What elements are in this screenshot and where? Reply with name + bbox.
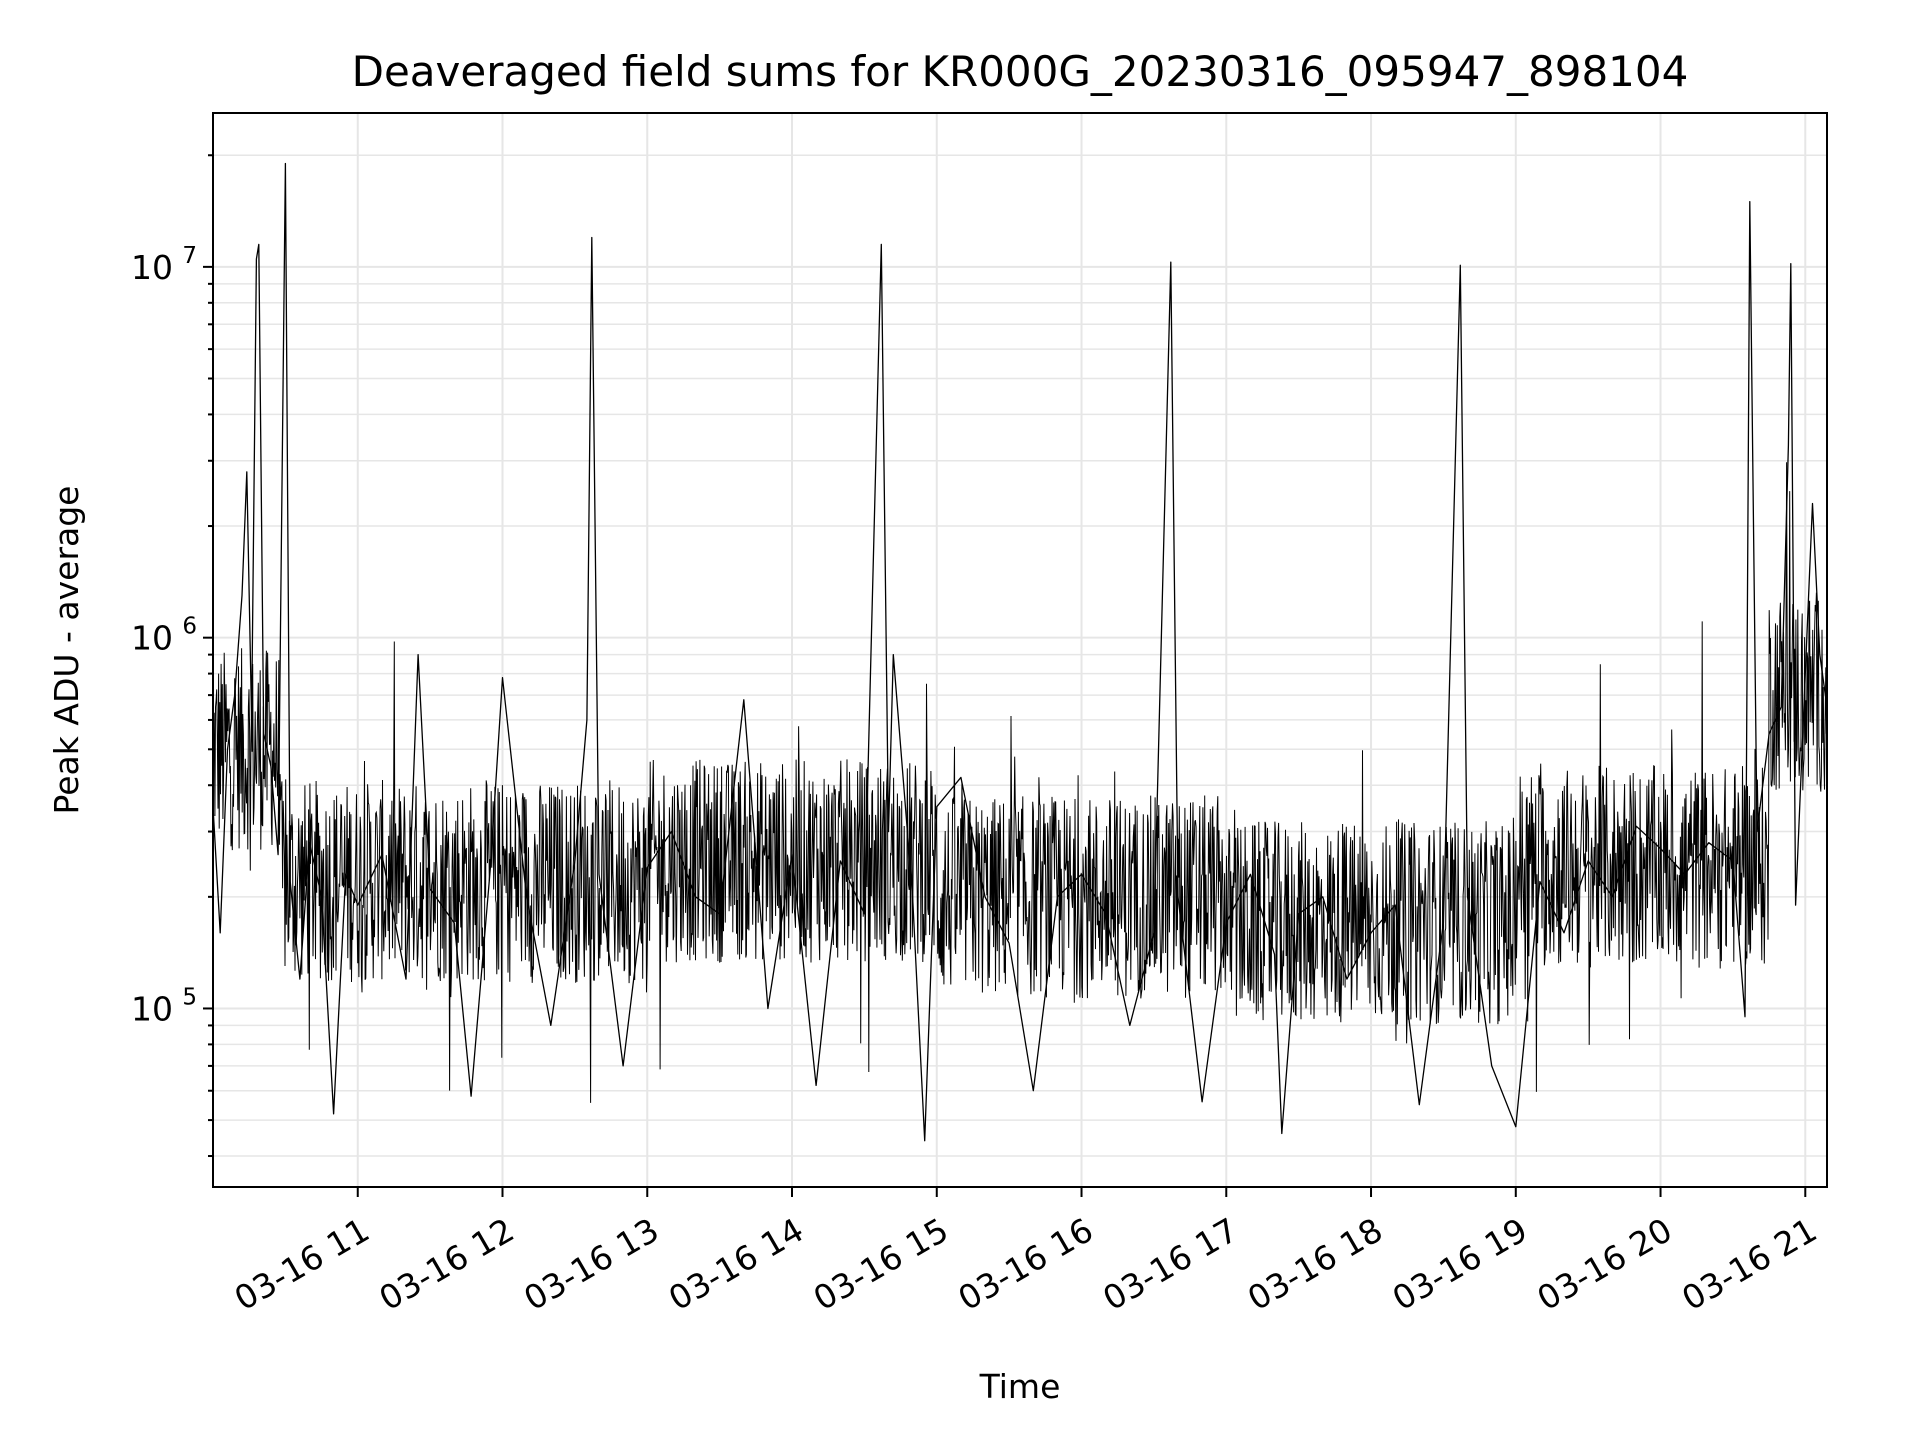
y-tick-label: 10 7: [131, 243, 197, 287]
y-tick-base: 10: [131, 619, 173, 658]
x-tick-label: 03-16 19: [1386, 1210, 1534, 1318]
x-tick-label: 03-16 11: [228, 1210, 376, 1318]
y-tick-base: 10: [131, 989, 173, 1028]
x-tick-label: 03-16 16: [952, 1210, 1100, 1318]
series-line: [212, 162, 1828, 1142]
x-tick-label: 03-16 17: [1096, 1210, 1244, 1318]
x-tick-label: 03-16 14: [662, 1210, 810, 1318]
x-tick-label: 03-16 13: [517, 1210, 665, 1318]
x-tick-label: 03-16 12: [373, 1210, 521, 1318]
x-axis-label: Time: [979, 1367, 1061, 1406]
plot-frame: [212, 112, 1828, 1188]
y-tick-exponent: 6: [182, 614, 197, 640]
y-tick-label: 10 6: [131, 614, 197, 658]
y-tick-exponent: 7: [182, 243, 197, 269]
series-path: [212, 162, 1828, 1142]
y-tick-label: 10 5: [131, 984, 197, 1028]
chart-title: Deaveraged field sums for KR000G_2023031…: [352, 47, 1689, 96]
series-noise: [212, 462, 1828, 1103]
x-tick-label: 03-16 20: [1531, 1210, 1679, 1318]
x-tick-label: 03-16 21: [1675, 1210, 1823, 1318]
y-axis-label: Peak ADU - average: [47, 486, 86, 815]
x-tick-label: 03-16 15: [807, 1210, 955, 1318]
y-tick-base: 10: [131, 248, 173, 287]
grid: [213, 113, 1827, 1187]
x-tick-label: 03-16 18: [1241, 1210, 1389, 1318]
y-tick-exponent: 5: [182, 984, 197, 1010]
